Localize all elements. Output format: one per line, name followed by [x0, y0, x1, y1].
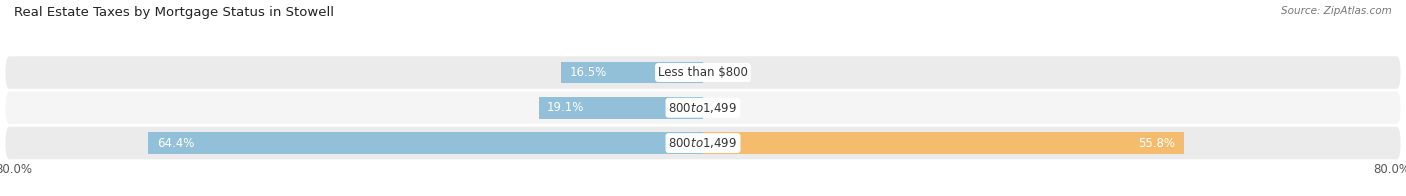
Text: Less than $800: Less than $800 — [658, 66, 748, 79]
Text: 55.8%: 55.8% — [1137, 137, 1175, 150]
Text: 0.0%: 0.0% — [710, 66, 740, 79]
Text: Real Estate Taxes by Mortgage Status in Stowell: Real Estate Taxes by Mortgage Status in … — [14, 6, 335, 19]
Text: 64.4%: 64.4% — [157, 137, 194, 150]
Text: 16.5%: 16.5% — [569, 66, 607, 79]
Text: 19.1%: 19.1% — [547, 101, 585, 114]
Text: Source: ZipAtlas.com: Source: ZipAtlas.com — [1281, 6, 1392, 16]
Text: $800 to $1,499: $800 to $1,499 — [668, 101, 738, 115]
Bar — [561, 62, 703, 83]
Text: 0.0%: 0.0% — [710, 101, 740, 114]
FancyBboxPatch shape — [6, 56, 1400, 89]
Bar — [149, 132, 703, 154]
FancyBboxPatch shape — [6, 92, 1400, 124]
Text: $800 to $1,499: $800 to $1,499 — [668, 136, 738, 150]
Bar — [703, 132, 1184, 154]
Bar — [538, 97, 703, 119]
FancyBboxPatch shape — [6, 127, 1400, 159]
